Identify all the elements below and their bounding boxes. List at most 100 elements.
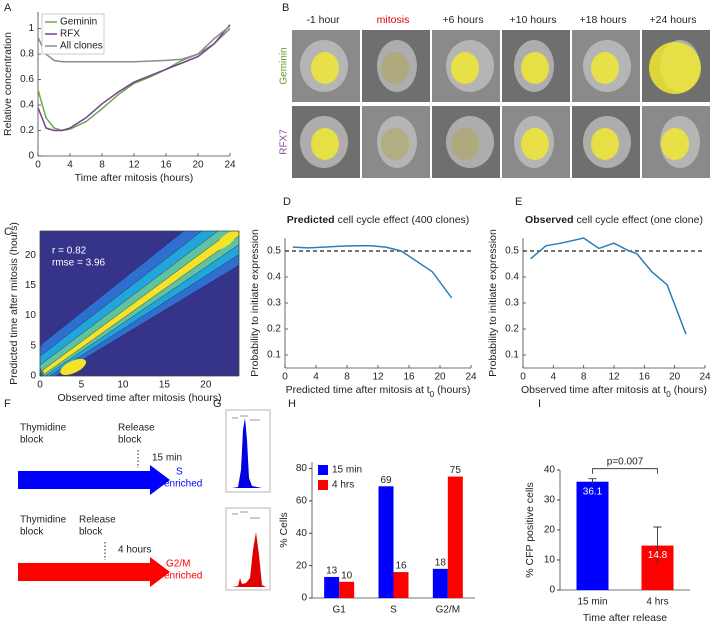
- start-label: block: [20, 527, 44, 538]
- column-header: -1 hour: [306, 14, 340, 26]
- line-series: [292, 245, 453, 299]
- title-rest: cell cycle effect (one clone): [577, 214, 703, 226]
- legend-label: RFX: [60, 29, 80, 40]
- panel-letter: I: [538, 398, 541, 410]
- fluorescence: [661, 128, 689, 160]
- x-tick-label: 4: [313, 372, 319, 383]
- y-axis-label: % CFP positive cells: [524, 482, 536, 578]
- y-tick-label: 0: [30, 371, 36, 382]
- line-series: [530, 237, 687, 335]
- fluorescence: [311, 52, 339, 84]
- legend-label: All clones: [60, 41, 103, 52]
- y-tick-label: 0: [301, 593, 307, 604]
- y-tick-label: 1: [28, 23, 34, 34]
- x-tick-label: 16: [639, 372, 651, 383]
- y-tick-label: 0.2: [267, 324, 281, 335]
- histogram-gates: [232, 511, 260, 519]
- y-tick-label: 0.3: [267, 298, 281, 309]
- x-tick-label: 4 hrs: [646, 597, 668, 608]
- y-tick-label: 60: [296, 495, 308, 506]
- x-tick-label: 15 min: [577, 597, 607, 608]
- panel-g-histograms: [225, 409, 271, 591]
- fluorescence: [311, 128, 339, 160]
- annotation: rmse = 3.96: [52, 258, 106, 269]
- y-tick-label: 10: [544, 555, 556, 566]
- x-tick-label: 8: [99, 160, 105, 171]
- histogram-gates: [232, 415, 260, 421]
- column-header: +18 hours: [580, 14, 627, 26]
- y-tick-label: 0.8: [20, 49, 34, 60]
- legend-label: 15 min: [332, 465, 362, 476]
- y-tick-label: 20: [296, 560, 308, 571]
- y-tick-label: 40: [544, 465, 556, 476]
- data-label: 18: [435, 557, 447, 568]
- histogram-s: [232, 418, 262, 488]
- y-tick-label: 15: [25, 280, 37, 291]
- bar: [447, 476, 463, 598]
- time-label: 4 hours: [118, 545, 151, 556]
- bar: [324, 576, 340, 598]
- x-tick-label: 8: [581, 372, 587, 383]
- panel-letter: H: [288, 398, 296, 410]
- histogram-g2m: [232, 532, 266, 587]
- y-tick-label: 0.5: [505, 246, 519, 257]
- panel-letter: D: [283, 196, 291, 208]
- significance-bracket: [592, 468, 658, 474]
- y-tick-label: 0: [549, 585, 555, 596]
- x-axis-label: Time after release: [583, 612, 667, 622]
- x-tick-label: 5: [79, 380, 85, 391]
- x-tick-label: 24: [699, 372, 711, 383]
- y-tick-label: 0.1: [267, 350, 281, 361]
- bar: [432, 568, 448, 598]
- y-axis-label: Predicted time after mitosis (hours): [8, 222, 20, 385]
- x-axis-label: Predicted time after mitosis at t0 (hours…: [286, 384, 471, 399]
- histogram-frame: [225, 409, 271, 493]
- annotation: p=0.007: [607, 456, 644, 467]
- column-header: +24 hours: [650, 14, 697, 26]
- x-tick-label: 8: [344, 372, 350, 383]
- start-label: Thymidine: [20, 515, 67, 526]
- data-label: 10: [341, 570, 353, 581]
- release-label: Release: [118, 423, 155, 434]
- fluorescence: [381, 128, 409, 160]
- result-label: enriched: [164, 571, 202, 582]
- y-axis-label: Relative concentration: [2, 32, 14, 136]
- panel-letter: A: [4, 2, 12, 14]
- y-tick-label: 20: [25, 250, 37, 261]
- y-tick-label: 30: [544, 495, 556, 506]
- y-tick-label: 0.4: [267, 272, 281, 283]
- legend-label: Geminin: [60, 17, 97, 28]
- x-tick-label: 16: [160, 160, 172, 171]
- contour-blob: [215, 230, 238, 250]
- x-tick-label: 10: [117, 380, 129, 391]
- x-tick-label: 12: [128, 160, 140, 171]
- fluorescence: [381, 52, 409, 84]
- legend-label: 4 hrs: [332, 480, 354, 491]
- x-label-text: Time after release: [583, 612, 667, 622]
- x-tick-label: 20: [200, 380, 212, 391]
- panel-letter: E: [515, 196, 522, 208]
- y-tick-label: 0: [28, 151, 34, 162]
- bar: [378, 486, 394, 598]
- x-tick-label: 24: [465, 372, 477, 383]
- row-label: Geminin: [279, 47, 290, 84]
- y-tick-label: 0.4: [20, 100, 34, 111]
- x-label-text: Observed time after mitosis (hours): [58, 392, 222, 404]
- y-tick-label: 5: [30, 340, 36, 351]
- bar: [339, 581, 355, 598]
- result-label: enriched: [164, 479, 202, 490]
- y-tick-label: 20: [544, 525, 556, 536]
- release-label: block: [79, 527, 103, 538]
- fluorescence: [521, 128, 549, 160]
- x-tick-label: 24: [224, 160, 236, 171]
- time-label: 15 min: [152, 453, 182, 464]
- data-label: 69: [380, 475, 392, 486]
- panel-letter: B: [282, 2, 289, 14]
- y-tick-label: 0.5: [267, 246, 281, 257]
- line-series: [37, 25, 231, 63]
- legend-swatch: [318, 480, 328, 490]
- row-label: RFX7: [279, 129, 290, 155]
- x-tick-label: 15: [159, 380, 171, 391]
- x-tick-label: 0: [37, 380, 43, 391]
